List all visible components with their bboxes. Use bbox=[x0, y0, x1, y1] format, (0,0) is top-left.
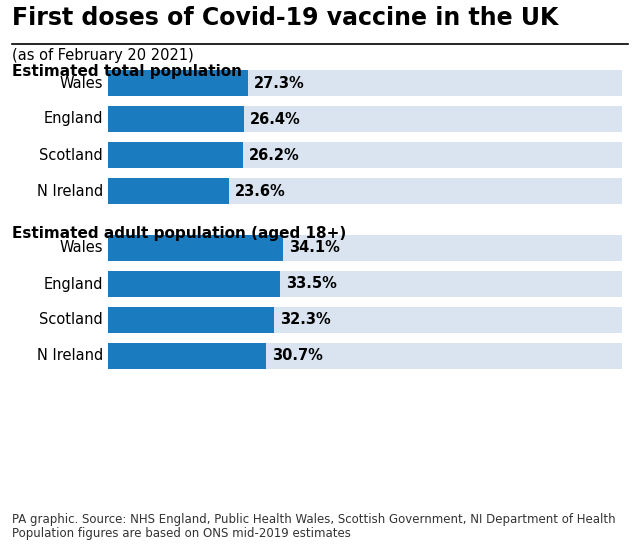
Bar bbox=[108, 235, 622, 261]
Text: England: England bbox=[44, 111, 103, 127]
Text: 26.4%: 26.4% bbox=[250, 111, 300, 127]
Bar bbox=[108, 106, 622, 132]
Text: Scotland: Scotland bbox=[39, 312, 103, 327]
Text: N Ireland: N Ireland bbox=[36, 183, 103, 198]
Bar bbox=[108, 271, 280, 297]
Bar bbox=[108, 307, 274, 333]
Bar bbox=[108, 343, 622, 369]
Text: 26.2%: 26.2% bbox=[249, 148, 300, 163]
Text: Wales: Wales bbox=[60, 75, 103, 90]
Bar bbox=[108, 142, 243, 168]
Text: 23.6%: 23.6% bbox=[236, 183, 286, 198]
Text: 33.5%: 33.5% bbox=[286, 277, 337, 291]
Text: (as of February 20 2021): (as of February 20 2021) bbox=[12, 48, 194, 63]
Text: 30.7%: 30.7% bbox=[272, 348, 323, 364]
Text: 34.1%: 34.1% bbox=[289, 240, 340, 256]
Bar bbox=[108, 106, 244, 132]
Bar bbox=[108, 70, 248, 96]
Text: Estimated adult population (aged 18+): Estimated adult population (aged 18+) bbox=[12, 226, 346, 241]
Text: England: England bbox=[44, 277, 103, 291]
Text: Population figures are based on ONS mid-2019 estimates: Population figures are based on ONS mid-… bbox=[12, 527, 351, 540]
Text: PA graphic. Source: NHS England, Public Health Wales, Scottish Government, NI De: PA graphic. Source: NHS England, Public … bbox=[12, 513, 616, 526]
Bar bbox=[108, 70, 622, 96]
Bar bbox=[108, 178, 229, 204]
Bar bbox=[108, 343, 266, 369]
Bar bbox=[108, 271, 622, 297]
Bar bbox=[108, 142, 622, 168]
Text: N Ireland: N Ireland bbox=[36, 348, 103, 364]
Text: First doses of Covid-19 vaccine in the UK: First doses of Covid-19 vaccine in the U… bbox=[12, 6, 558, 30]
Bar bbox=[108, 235, 284, 261]
Bar bbox=[108, 178, 622, 204]
Text: 27.3%: 27.3% bbox=[254, 75, 305, 90]
Text: 32.3%: 32.3% bbox=[280, 312, 331, 327]
Bar bbox=[108, 307, 622, 333]
Text: Scotland: Scotland bbox=[39, 148, 103, 163]
Text: Estimated total population: Estimated total population bbox=[12, 64, 242, 79]
Text: Wales: Wales bbox=[60, 240, 103, 256]
